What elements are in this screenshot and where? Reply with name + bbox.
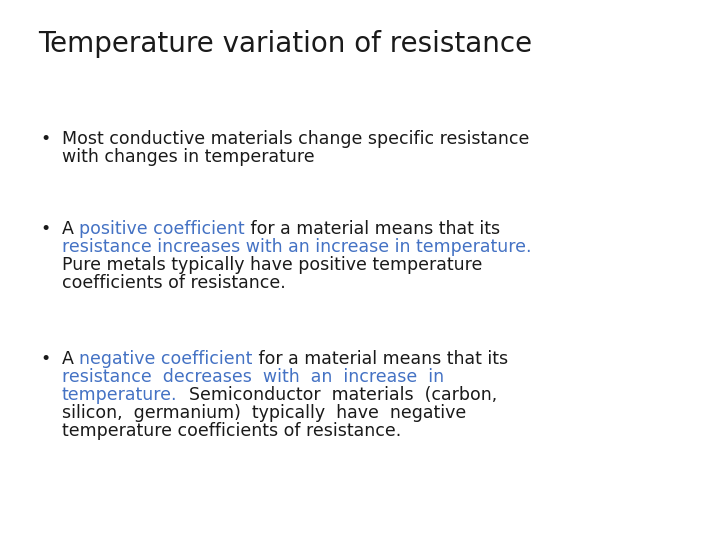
Text: Semiconductor  materials  (carbon,: Semiconductor materials (carbon, — [178, 386, 497, 404]
Text: temperature coefficients of resistance.: temperature coefficients of resistance. — [62, 422, 401, 440]
Text: coefficients of resistance.: coefficients of resistance. — [62, 274, 286, 292]
Text: Pure metals typically have positive temperature: Pure metals typically have positive temp… — [62, 256, 482, 274]
Text: •: • — [40, 220, 50, 238]
Text: Most conductive materials change specific resistance: Most conductive materials change specifi… — [62, 130, 529, 148]
Text: •: • — [40, 130, 50, 148]
Text: for a material means that its: for a material means that its — [253, 350, 508, 368]
Text: temperature.: temperature. — [62, 386, 178, 404]
Text: •: • — [40, 350, 50, 368]
Text: silicon,  germanium)  typically  have  negative: silicon, germanium) typically have negat… — [62, 404, 467, 422]
Text: negative coefficient: negative coefficient — [79, 350, 253, 368]
Text: with changes in temperature: with changes in temperature — [62, 148, 315, 166]
Text: Temperature variation of resistance: Temperature variation of resistance — [38, 30, 532, 58]
Text: resistance increases with an increase in temperature.: resistance increases with an increase in… — [62, 238, 531, 256]
Text: resistance  decreases  with  an  increase  in: resistance decreases with an increase in — [62, 368, 444, 386]
Text: A: A — [62, 350, 79, 368]
Text: A: A — [62, 220, 79, 238]
Text: positive coefficient: positive coefficient — [79, 220, 245, 238]
Text: for a material means that its: for a material means that its — [245, 220, 500, 238]
